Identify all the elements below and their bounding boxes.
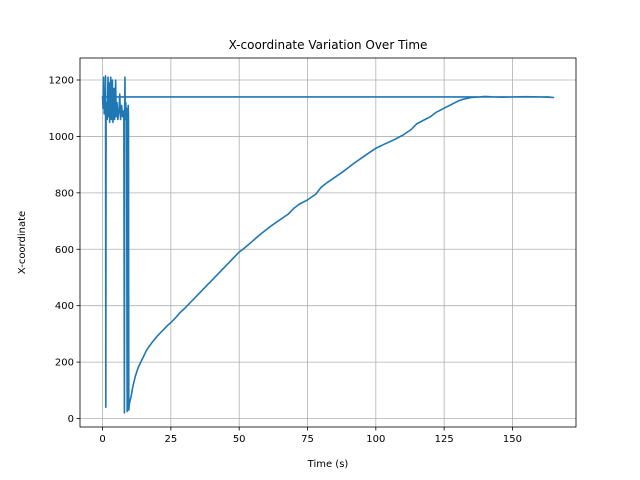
plot-layer (101, 74, 555, 414)
x-tick-label: 50 (233, 434, 246, 445)
y-tick-label: 0 (68, 414, 74, 425)
x-tick-label: 25 (164, 434, 177, 445)
grid-layer (80, 58, 576, 427)
y-tick-label: 400 (55, 301, 74, 312)
x-tick-label: 150 (503, 434, 522, 445)
y-tick-label: 600 (55, 245, 74, 256)
chart-title: X-coordinate Variation Over Time (229, 38, 428, 52)
tick-layer: 0 25 50 75 100 125 150 0 200 400 600 800 1000 1200 (49, 76, 522, 445)
series-line-0 (101, 74, 555, 414)
x-tick-label: 125 (435, 434, 454, 445)
x-axis-title: Time (s) (307, 459, 349, 470)
plot-frame (79, 57, 577, 428)
y-axis-title: X-coordinate (17, 211, 28, 274)
y-tick-label: 800 (55, 188, 74, 199)
y-tick-label: 200 (55, 358, 74, 369)
x-tick-label: 100 (366, 434, 385, 445)
y-tick-label: 1000 (49, 132, 74, 143)
x-tick-label: 75 (301, 434, 314, 445)
x-tick-label: 0 (99, 434, 105, 445)
y-tick-label: 1200 (49, 76, 74, 87)
